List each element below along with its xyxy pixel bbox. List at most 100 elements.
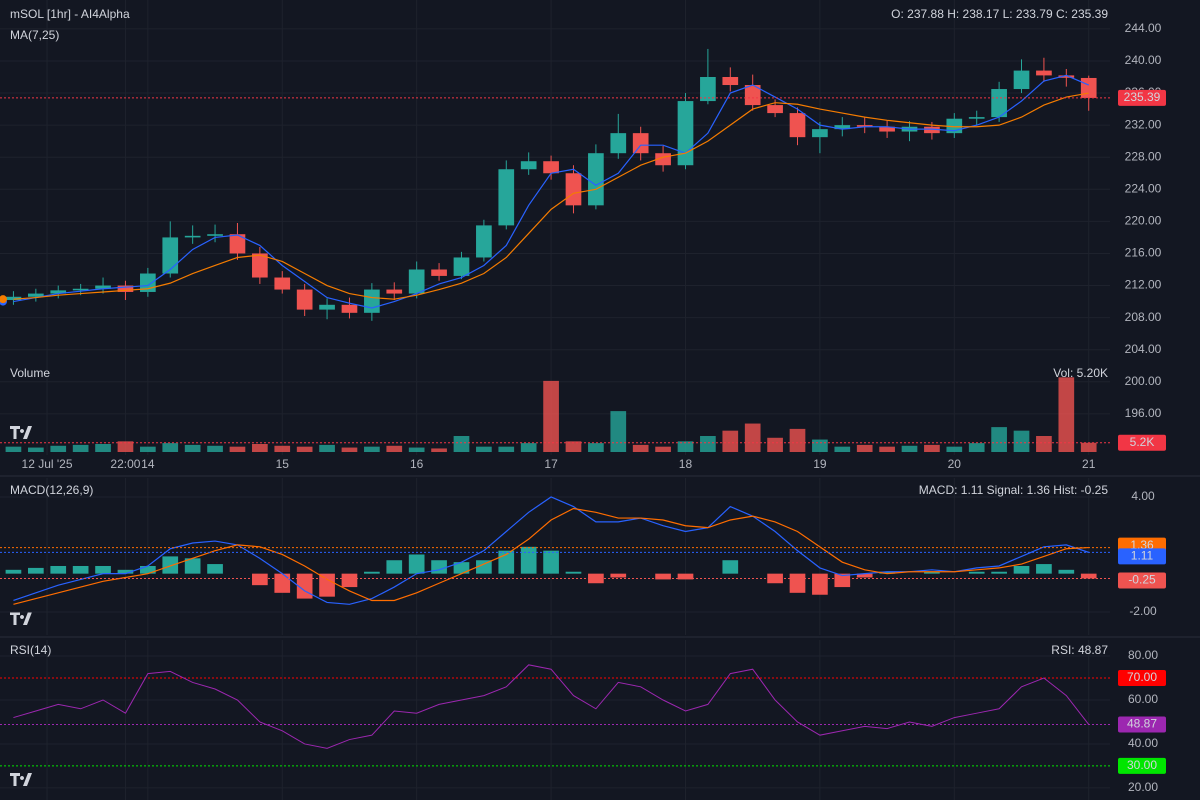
candle-body — [72, 288, 89, 291]
volume-bar — [386, 445, 403, 452]
candle-body — [364, 289, 380, 313]
volume-bar — [834, 446, 851, 452]
candle-body — [498, 169, 515, 226]
candle-body — [207, 234, 223, 236]
price-badge-bg — [1118, 89, 1166, 106]
x-tick-label: 17 — [544, 457, 558, 471]
volume-bar — [991, 427, 1007, 452]
y-tick-label: 204.00 — [1125, 342, 1162, 356]
volume-bar — [543, 380, 559, 452]
indicator-label: MA(7,25) — [10, 28, 59, 42]
volume-bar — [252, 444, 268, 452]
histogram-bar — [162, 556, 179, 574]
volume-bar — [901, 445, 918, 452]
candle-body — [274, 277, 291, 290]
volume-bar — [879, 446, 895, 452]
volume-bar — [946, 446, 963, 452]
y-tick-label: 244.00 — [1125, 21, 1162, 35]
histogram-bar — [856, 573, 873, 578]
candle-body — [632, 133, 649, 154]
candle-body — [184, 235, 201, 238]
volume-bar — [498, 446, 515, 452]
volume-title: Volume — [10, 366, 50, 380]
volume-bar — [319, 444, 335, 452]
x-tick-label: 22:00 — [110, 457, 140, 471]
rsi-badge-bg — [1118, 716, 1166, 733]
y-tick-label: 4.00 — [1131, 489, 1155, 503]
volume-bar — [476, 446, 492, 452]
histogram-bar — [655, 573, 671, 580]
histogram-bar — [341, 573, 358, 588]
volume-bar — [1036, 436, 1052, 452]
candle-body — [1036, 70, 1052, 76]
histogram-bar — [812, 573, 828, 595]
volume-bar — [5, 446, 22, 452]
y-tick-label: 232.00 — [1125, 117, 1162, 131]
level-badge-bg — [1118, 757, 1166, 774]
macd-badge-bg — [1118, 548, 1166, 565]
histogram-bar — [5, 569, 22, 574]
histogram-bar — [1013, 565, 1030, 574]
signal-badge: 1.36 — [1130, 538, 1154, 552]
histogram-bar — [207, 564, 223, 574]
volume-bar — [50, 445, 67, 452]
histogram-bar — [834, 573, 851, 588]
level-badge-bg — [1118, 670, 1166, 687]
candle-body — [744, 85, 761, 106]
histogram-bar — [117, 569, 134, 574]
histogram-bar — [588, 573, 604, 584]
histogram-bar — [184, 558, 201, 574]
histogram-bar — [722, 560, 739, 574]
rsi-title: RSI(14) — [10, 643, 51, 657]
histogram-bar — [767, 573, 783, 584]
volume-bar — [632, 444, 649, 452]
histogram-bar — [1036, 564, 1052, 574]
candle-body — [1058, 75, 1075, 78]
y-tick-label: 20.00 — [1128, 780, 1158, 794]
histogram-bar — [879, 571, 895, 574]
volume-bar — [677, 441, 694, 452]
candle-body — [543, 161, 559, 174]
candle-body — [95, 285, 111, 289]
candle-body — [610, 133, 627, 154]
candle-body — [319, 304, 335, 310]
candle-body — [677, 101, 694, 166]
volume-badge: 5.2K — [1130, 435, 1155, 449]
candle-body — [28, 293, 44, 297]
histogram-bar — [72, 565, 89, 574]
y-tick-label: 240.00 — [1125, 53, 1162, 67]
volume-bar — [431, 448, 447, 452]
candle-body — [5, 296, 22, 300]
candle-body — [296, 289, 313, 310]
volume-bar — [610, 411, 627, 452]
volume-bar — [789, 428, 806, 452]
histogram-bar — [319, 573, 335, 597]
histogram-bar — [386, 560, 403, 574]
volume-bar — [140, 446, 156, 452]
histogram-bar — [28, 567, 44, 574]
candle-body — [767, 105, 783, 114]
y-tick-label: 216.00 — [1125, 246, 1162, 260]
candle-body — [968, 117, 985, 119]
plot-layer: 12 Jul '25 22:00 14 15 16 17 18 19 20 21 196.00 200… — [0, 0, 1166, 800]
candle-body — [229, 234, 246, 254]
y-tick-label: 208.00 — [1125, 310, 1162, 324]
volume-bar — [364, 446, 380, 452]
moving-average-line — [13, 92, 1089, 300]
moving-average-line — [13, 74, 1089, 309]
volume-bar — [1058, 377, 1075, 452]
candle-body — [722, 77, 739, 86]
macd-title: MACD(12,26,9) — [10, 483, 93, 497]
candle-body — [856, 125, 873, 127]
histogram-bar — [520, 546, 537, 574]
x-tick-label: 15 — [276, 457, 290, 471]
level-badge: 70.00 — [1127, 670, 1157, 684]
x-tick-label: 18 — [679, 457, 693, 471]
histogram-bar — [991, 571, 1007, 574]
volume-bar — [184, 444, 201, 452]
macd-badge: 1.11 — [1131, 549, 1154, 563]
histogram-bar — [968, 571, 985, 574]
y-tick-label: 80.00 — [1128, 648, 1158, 662]
